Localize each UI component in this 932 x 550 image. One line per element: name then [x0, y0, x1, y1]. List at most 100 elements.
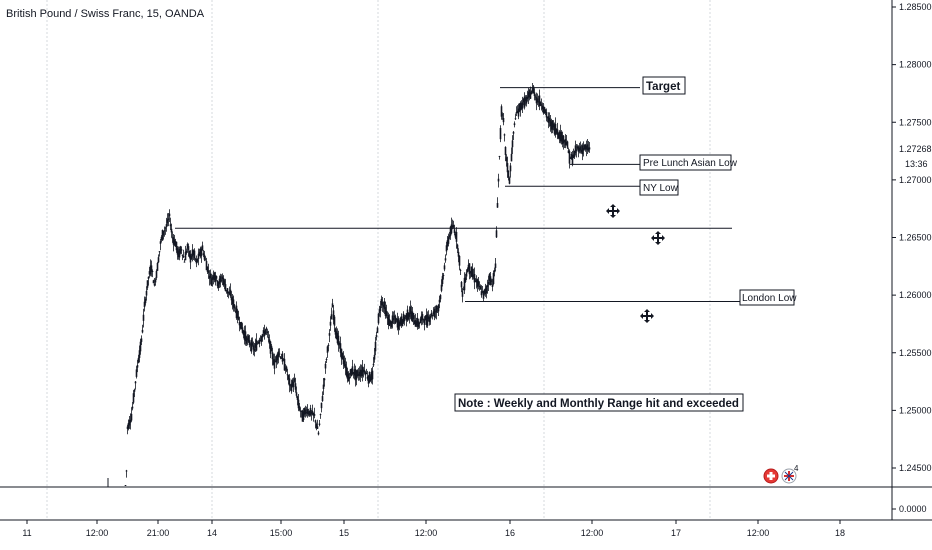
candle-body [304, 409, 307, 415]
candle-body [184, 251, 187, 261]
target-label-text: Target [646, 81, 680, 93]
candle-body [553, 124, 556, 134]
uk-flag-icon[interactable] [781, 468, 797, 484]
candle-body [281, 353, 284, 362]
candle-body [170, 228, 173, 233]
candle-body [463, 277, 466, 291]
candle-body [552, 123, 555, 128]
candle-body [268, 339, 271, 344]
candle-body [482, 290, 485, 299]
candle-body [364, 372, 367, 376]
candle-body [235, 305, 238, 319]
candle-body [425, 314, 428, 325]
candle-body [557, 133, 560, 139]
candle-body [440, 284, 443, 291]
move-cursor-icon[interactable] [640, 309, 654, 323]
time-axis[interactable]: 11 12:00 21:00 14 15:00 15 12:00 16 12:00 17 12:00… [22, 520, 845, 538]
candle-body [473, 274, 476, 283]
candle-body [367, 375, 370, 384]
candle-body [315, 423, 318, 428]
candle-body [254, 343, 257, 348]
candle-body [350, 368, 353, 377]
candle-body [166, 219, 169, 224]
candle-body [213, 272, 216, 280]
move-cursor-icon[interactable] [606, 204, 620, 218]
candle-body [528, 90, 531, 98]
time-tick-label: 12:00 [747, 528, 770, 538]
candle-body [581, 145, 584, 155]
candle-body [408, 312, 411, 317]
candle-body [443, 265, 446, 270]
candle-body [568, 151, 571, 164]
price-tick-label: 1.25500 [899, 348, 932, 358]
candle-body [457, 251, 460, 257]
candle-body [524, 97, 527, 101]
candle-body [266, 331, 269, 333]
candle-body [546, 117, 549, 119]
candle-body [572, 154, 575, 158]
candle-body [573, 150, 576, 158]
candle-body [208, 275, 211, 279]
candle-body [469, 271, 472, 273]
candle-body [130, 413, 133, 421]
candle-body [259, 339, 262, 341]
candle-body [481, 291, 484, 293]
candle-body [316, 426, 319, 429]
candle-body [257, 341, 260, 343]
candle-body [518, 104, 521, 112]
candle-body [354, 369, 357, 381]
candle-body [462, 289, 465, 291]
candle-body [308, 410, 311, 416]
candle-body [549, 119, 552, 127]
candle-body [532, 86, 535, 94]
candle-body [483, 289, 486, 294]
candle-body [380, 298, 383, 306]
candle-body [126, 426, 129, 429]
candle-body [165, 224, 168, 228]
candle-body [555, 128, 558, 134]
candle-body [444, 258, 447, 261]
candle-body [421, 314, 424, 320]
candle-body [154, 279, 157, 283]
candle-body [144, 298, 147, 304]
candle-body [530, 91, 533, 95]
move-cursor-icon[interactable] [651, 231, 665, 245]
candle-body [377, 313, 380, 324]
candle-body [194, 258, 197, 260]
candle-body [238, 321, 241, 326]
candle-body [520, 103, 523, 109]
candle-body [511, 140, 514, 148]
candle-body [564, 139, 567, 146]
candle-body [479, 286, 482, 290]
candle-body [369, 376, 372, 382]
time-tick-label: 18 [835, 528, 845, 538]
candle-body [275, 355, 278, 363]
candle-body [222, 278, 225, 286]
candle-body [182, 256, 185, 258]
candle-body [460, 281, 463, 288]
candle-body [240, 321, 243, 330]
candle-body [436, 308, 439, 310]
price-tick-label: 1.28000 [899, 60, 932, 70]
time-tick-label: 12:00 [86, 528, 109, 538]
candle-body [301, 410, 304, 422]
candle-body [318, 423, 321, 426]
candle-body [437, 304, 440, 312]
swiss-flag-icon[interactable] [763, 468, 779, 484]
candle-body [322, 384, 325, 390]
price-axis[interactable]: 1.28500 1.28000 1.27500 1.27000 1.26500 1.260… [892, 2, 932, 473]
candle-body [394, 316, 397, 324]
candle-body [192, 250, 195, 256]
candle-body [559, 131, 562, 142]
candle-body [336, 332, 339, 344]
candle-body [191, 249, 194, 257]
candle-body [407, 313, 410, 320]
candle-body [250, 339, 253, 352]
candle-body [418, 322, 421, 324]
level-lines [175, 87, 740, 302]
candle-body [178, 249, 181, 258]
candle-body [500, 106, 503, 117]
candle-body [174, 240, 177, 247]
candle-body [232, 299, 235, 308]
